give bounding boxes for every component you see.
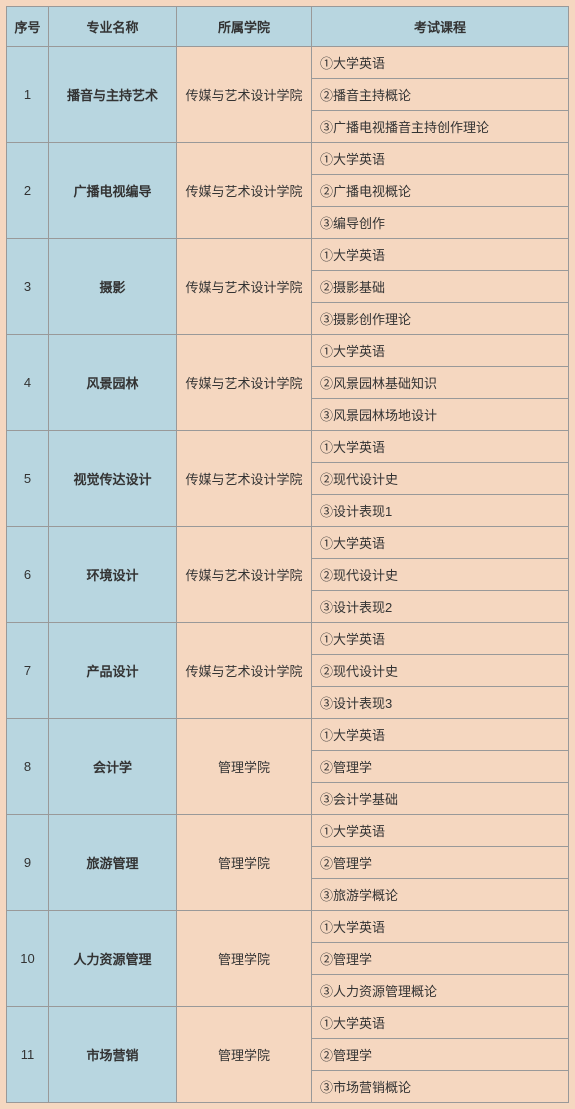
course-cell: ③设计表现3 <box>312 687 569 719</box>
college-cell: 传媒与艺术设计学院 <box>177 527 312 623</box>
course-cell: ③广播电视播音主持创作理论 <box>312 111 569 143</box>
major-cell: 会计学 <box>49 719 177 815</box>
course-cell: ③市场营销概论 <box>312 1071 569 1103</box>
course-cell: ①大学英语 <box>312 527 569 559</box>
seq-cell: 1 <box>7 47 49 143</box>
major-cell: 视觉传达设计 <box>49 431 177 527</box>
college-cell: 传媒与艺术设计学院 <box>177 623 312 719</box>
major-course-table: 序号 专业名称 所属学院 考试课程 1播音与主持艺术传媒与艺术设计学院①大学英语… <box>6 6 569 1103</box>
course-cell: ③设计表现2 <box>312 591 569 623</box>
course-cell: ③人力资源管理概论 <box>312 975 569 1007</box>
course-cell: ③风景园林场地设计 <box>312 399 569 431</box>
header-seq: 序号 <box>7 7 49 47</box>
course-cell: ①大学英语 <box>312 815 569 847</box>
course-cell: ②管理学 <box>312 943 569 975</box>
college-cell: 管理学院 <box>177 911 312 1007</box>
course-cell: ①大学英语 <box>312 335 569 367</box>
course-cell: ③会计学基础 <box>312 783 569 815</box>
course-cell: ①大学英语 <box>312 239 569 271</box>
table-row: 3摄影传媒与艺术设计学院①大学英语 <box>7 239 569 271</box>
course-cell: ②现代设计史 <box>312 463 569 495</box>
course-cell: ②广播电视概论 <box>312 175 569 207</box>
major-cell: 风景园林 <box>49 335 177 431</box>
major-cell: 播音与主持艺术 <box>49 47 177 143</box>
table-row: 4风景园林传媒与艺术设计学院①大学英语 <box>7 335 569 367</box>
table-row: 8会计学管理学院①大学英语 <box>7 719 569 751</box>
table-row: 2广播电视编导传媒与艺术设计学院①大学英语 <box>7 143 569 175</box>
course-cell: ②管理学 <box>312 751 569 783</box>
course-cell: ②现代设计史 <box>312 559 569 591</box>
course-cell: ③编导创作 <box>312 207 569 239</box>
major-cell: 产品设计 <box>49 623 177 719</box>
college-cell: 传媒与艺术设计学院 <box>177 239 312 335</box>
major-cell: 人力资源管理 <box>49 911 177 1007</box>
header-course: 考试课程 <box>312 7 569 47</box>
seq-cell: 6 <box>7 527 49 623</box>
major-cell: 摄影 <box>49 239 177 335</box>
course-cell: ①大学英语 <box>312 143 569 175</box>
seq-cell: 4 <box>7 335 49 431</box>
seq-cell: 10 <box>7 911 49 1007</box>
course-cell: ②摄影基础 <box>312 271 569 303</box>
table-row: 10人力资源管理管理学院①大学英语 <box>7 911 569 943</box>
course-cell: ①大学英语 <box>312 911 569 943</box>
major-cell: 旅游管理 <box>49 815 177 911</box>
college-cell: 管理学院 <box>177 719 312 815</box>
course-cell: ①大学英语 <box>312 47 569 79</box>
table-row: 7产品设计传媒与艺术设计学院①大学英语 <box>7 623 569 655</box>
header-college: 所属学院 <box>177 7 312 47</box>
college-cell: 传媒与艺术设计学院 <box>177 431 312 527</box>
course-cell: ①大学英语 <box>312 623 569 655</box>
seq-cell: 3 <box>7 239 49 335</box>
table-row: 5视觉传达设计传媒与艺术设计学院①大学英语 <box>7 431 569 463</box>
header-major: 专业名称 <box>49 7 177 47</box>
seq-cell: 2 <box>7 143 49 239</box>
college-cell: 管理学院 <box>177 815 312 911</box>
course-cell: ②现代设计史 <box>312 655 569 687</box>
course-cell: ②管理学 <box>312 847 569 879</box>
seq-cell: 7 <box>7 623 49 719</box>
major-cell: 广播电视编导 <box>49 143 177 239</box>
seq-cell: 8 <box>7 719 49 815</box>
seq-cell: 11 <box>7 1007 49 1103</box>
college-cell: 传媒与艺术设计学院 <box>177 47 312 143</box>
table-row: 9旅游管理管理学院①大学英语 <box>7 815 569 847</box>
major-cell: 市场营销 <box>49 1007 177 1103</box>
course-cell: ②管理学 <box>312 1039 569 1071</box>
college-cell: 传媒与艺术设计学院 <box>177 335 312 431</box>
table-row: 11市场营销管理学院①大学英语 <box>7 1007 569 1039</box>
seq-cell: 5 <box>7 431 49 527</box>
table-row: 6环境设计传媒与艺术设计学院①大学英语 <box>7 527 569 559</box>
table-header-row: 序号 专业名称 所属学院 考试课程 <box>7 7 569 47</box>
course-cell: ①大学英语 <box>312 719 569 751</box>
course-cell: ②播音主持概论 <box>312 79 569 111</box>
course-cell: ③设计表现1 <box>312 495 569 527</box>
college-cell: 管理学院 <box>177 1007 312 1103</box>
college-cell: 传媒与艺术设计学院 <box>177 143 312 239</box>
course-cell: ②风景园林基础知识 <box>312 367 569 399</box>
course-cell: ①大学英语 <box>312 1007 569 1039</box>
course-cell: ③摄影创作理论 <box>312 303 569 335</box>
course-cell: ①大学英语 <box>312 431 569 463</box>
table-row: 1播音与主持艺术传媒与艺术设计学院①大学英语 <box>7 47 569 79</box>
major-cell: 环境设计 <box>49 527 177 623</box>
seq-cell: 9 <box>7 815 49 911</box>
course-cell: ③旅游学概论 <box>312 879 569 911</box>
